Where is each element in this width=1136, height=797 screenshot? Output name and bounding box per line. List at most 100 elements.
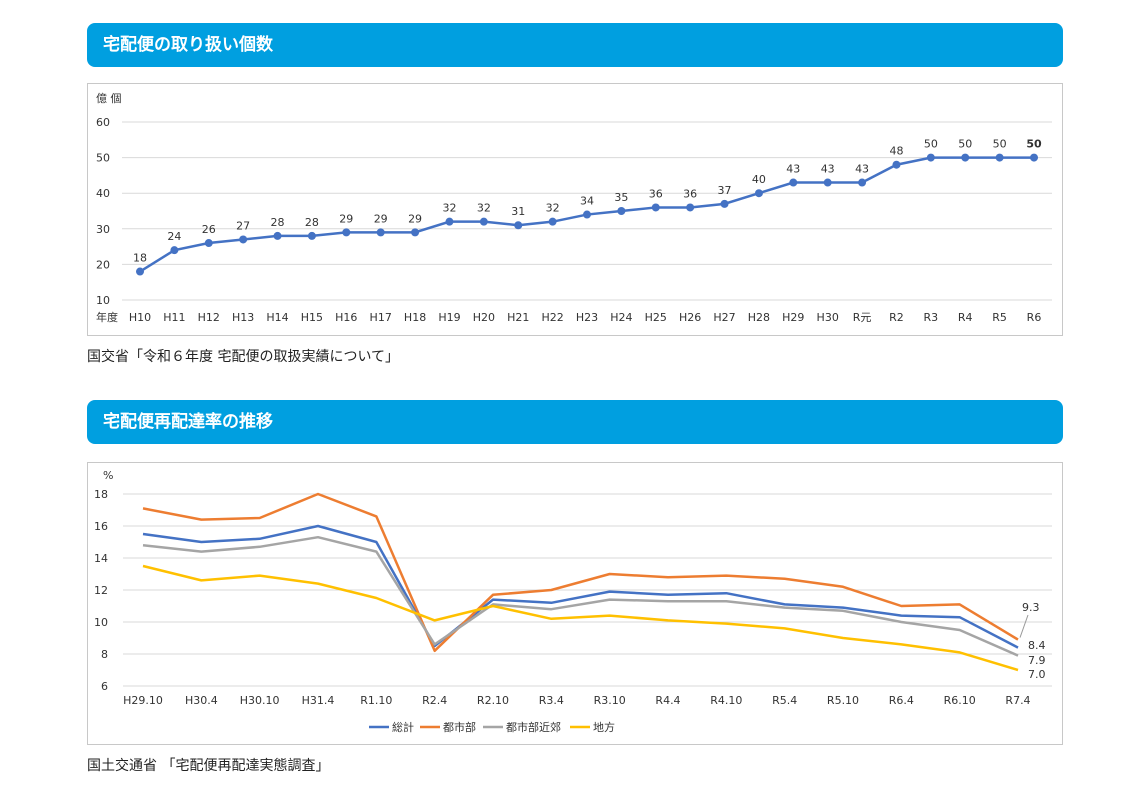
end-value-label: 8.4 [1028, 639, 1046, 652]
data-point [720, 199, 729, 208]
end-value-label: 7.9 [1028, 654, 1046, 667]
data-label: 36 [683, 187, 697, 200]
x-tick-label: H17 [370, 311, 392, 324]
x-tick-label: H10 [129, 311, 151, 324]
redelivery-line-chart: % 6 8 10 12 14 16 18 H29.10 H30.4 H30.10 H31.4 R1.10… [94, 469, 1052, 734]
x-tick-label: R6 [1027, 311, 1042, 324]
data-label: 24 [167, 230, 181, 243]
data-point [376, 228, 385, 237]
y-unit-label: 億 個 [96, 92, 122, 105]
data-label: 26 [202, 223, 216, 236]
data-label: 28 [305, 216, 319, 229]
x-tick-label: H27 [713, 311, 735, 324]
section-banner-delivery: 宅配便の取り扱い個数 [87, 23, 1063, 67]
series-line-地方 [142, 564, 1019, 672]
data-point [445, 217, 454, 226]
data-label: 35 [614, 191, 628, 204]
data-label: 50 [1026, 138, 1042, 151]
data-label: 48 [889, 145, 903, 158]
y-tick-label: 10 [94, 616, 108, 629]
y-tick-label: 30 [96, 223, 110, 236]
legend-label: 都市部近郊 [506, 720, 561, 734]
data-label: 34 [580, 195, 594, 208]
x-tick-label: H19 [438, 311, 460, 324]
data-point [754, 189, 763, 198]
x-tick-label: R5 [992, 311, 1007, 324]
data-label: 50 [958, 138, 972, 151]
data-label: 40 [752, 173, 766, 186]
x-tick-label: H11 [163, 311, 185, 324]
data-label: 27 [236, 219, 250, 232]
data-point [514, 221, 523, 230]
x-tick-label: H14 [266, 311, 288, 324]
x-tick-label: H15 [301, 311, 323, 324]
y-tick-label: 8 [101, 648, 108, 661]
data-label: 18 [133, 252, 147, 265]
data-label: 32 [546, 202, 560, 215]
data-label: 43 [786, 163, 800, 176]
callout-leader [1019, 614, 1029, 638]
data-label: 37 [718, 184, 732, 197]
data-point [1030, 153, 1038, 162]
data-point [411, 228, 420, 237]
data-point [892, 160, 901, 169]
data-point [342, 228, 351, 237]
x-tick-label: H30 [817, 311, 839, 324]
source-note: 国交省「令和６年度 宅配便の取扱実績について」 [87, 349, 400, 365]
y-tick-label: 10 [96, 294, 110, 307]
data-point [583, 210, 591, 219]
x-tick-label: H16 [335, 311, 357, 324]
data-point [858, 178, 867, 187]
x-tick-label: H30.4 [185, 694, 218, 707]
data-point [651, 203, 660, 212]
y-tick-label: 20 [96, 258, 110, 271]
data-point [239, 235, 248, 244]
y-tick-label: 14 [94, 552, 108, 565]
end-value-label: 9.3 [1022, 601, 1040, 614]
section-title: 宅配便の取り扱い個数 [103, 35, 273, 55]
data-label: 29 [374, 212, 388, 225]
series-line-都市部 [142, 492, 1019, 653]
data-label: 29 [339, 212, 353, 225]
series-line-都市部近郊 [142, 535, 1019, 657]
x-tick-label: R4.10 [710, 694, 742, 707]
data-point [204, 239, 213, 248]
y-tick-label: 16 [94, 520, 108, 533]
x-tick-label: R2 [889, 311, 904, 324]
x-tick-label: R3.10 [594, 694, 626, 707]
data-point [995, 153, 1004, 162]
data-point [170, 246, 179, 255]
data-label: 31 [511, 205, 525, 218]
y-tick-label: 60 [96, 116, 110, 129]
series-line-総計 [142, 524, 1019, 649]
x-tick-label: H26 [679, 311, 701, 324]
data-point [789, 178, 798, 187]
x-tick-label: H18 [404, 311, 426, 324]
data-label: 28 [271, 216, 285, 229]
data-label: 32 [442, 202, 456, 215]
x-tick-label: R6.4 [889, 694, 914, 707]
legend-label: 都市部 [443, 720, 476, 734]
x-tick-label: H23 [576, 311, 598, 324]
y-tick-label: 6 [101, 680, 108, 693]
data-label: 43 [821, 163, 835, 176]
x-tick-label: R3.4 [539, 694, 564, 707]
legend-label: 総計 [392, 720, 414, 734]
data-point [823, 178, 832, 187]
data-label: 29 [408, 212, 422, 225]
y-tick-label: 40 [96, 187, 110, 200]
y-tick-label: 50 [96, 152, 110, 165]
source-note: 国土交通省 「宅配便再配達実態調査」 [87, 758, 330, 774]
data-point [926, 153, 935, 162]
x-tick-label: H21 [507, 311, 529, 324]
data-point [136, 267, 144, 276]
x-tick-label: H29.10 [123, 694, 163, 707]
y-unit-label: % [103, 469, 113, 482]
end-value-label: 7.0 [1028, 668, 1046, 681]
data-label: 32 [477, 202, 491, 215]
chart-panel-redelivery: % 6 8 10 12 14 16 18 H29.10 H30.4 H30.10 H31.4 R1.10… [87, 462, 1063, 745]
x-tick-label: R元 [853, 311, 872, 324]
y-tick-label: 12 [94, 584, 108, 597]
data-point [686, 203, 695, 212]
data-label: 50 [924, 138, 938, 151]
